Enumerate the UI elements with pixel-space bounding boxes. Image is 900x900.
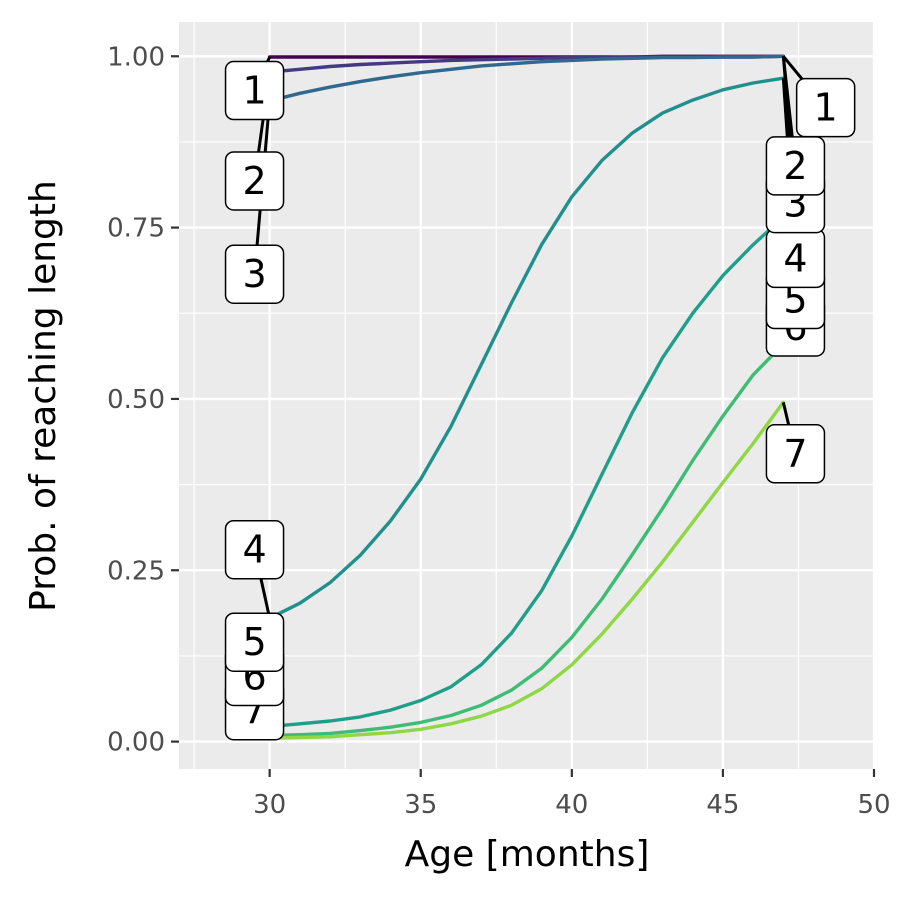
- series-line-5: [268, 215, 785, 729]
- series-label-right: 1: [814, 86, 838, 130]
- series-lines: [268, 54, 785, 740]
- y-tick-label: 0.25: [107, 556, 165, 586]
- series-label-box-right: [765, 424, 826, 484]
- series-line-3: [268, 54, 785, 103]
- series-label-left: 2: [242, 159, 266, 203]
- series-label-left: 3: [242, 252, 266, 296]
- plot-panel: [179, 22, 874, 769]
- series-line-4: [268, 76, 785, 620]
- x-axis: 30 35 40 45 50: [253, 769, 891, 820]
- series-label-right: 2: [783, 144, 807, 188]
- series-line-6: [268, 342, 785, 738]
- series-line-7: [268, 400, 785, 740]
- series-label-box-left: [224, 60, 285, 121]
- x-tick-label: 30: [253, 790, 286, 820]
- series-label-box-right: [765, 136, 826, 196]
- y-axis-title: Prob. of reaching length: [23, 180, 64, 612]
- minor-gridlines: [179, 22, 874, 769]
- series-label-left: 1: [242, 69, 266, 113]
- x-axis-title: Age [months]: [405, 834, 650, 875]
- series-label-left: 5: [242, 620, 266, 664]
- y-axis: 0.00 0.25 0.50 0.75 1.00: [107, 42, 179, 758]
- y-tick-label: 0.50: [107, 385, 165, 415]
- series-label-box-left: [224, 151, 285, 211]
- series-label-box-right: [795, 77, 856, 138]
- x-tick-label: 45: [706, 790, 739, 820]
- series-label-box-left: [224, 612, 285, 672]
- x-tick-label: 40: [555, 790, 588, 820]
- series-labels: 76543217654321: [224, 60, 856, 741]
- series-label-box-left: [224, 519, 285, 580]
- series-label-box-left: [224, 244, 285, 304]
- y-tick-label: 1.00: [107, 42, 165, 72]
- series-label-left: 4: [242, 528, 266, 572]
- y-tick-label: 0.75: [107, 214, 165, 244]
- x-tick-label: 35: [404, 790, 437, 820]
- y-tick-label: 0.00: [107, 728, 165, 758]
- series-label-right: 7: [783, 432, 807, 476]
- x-tick-label: 50: [857, 790, 890, 820]
- series-label-right: 4: [783, 236, 807, 280]
